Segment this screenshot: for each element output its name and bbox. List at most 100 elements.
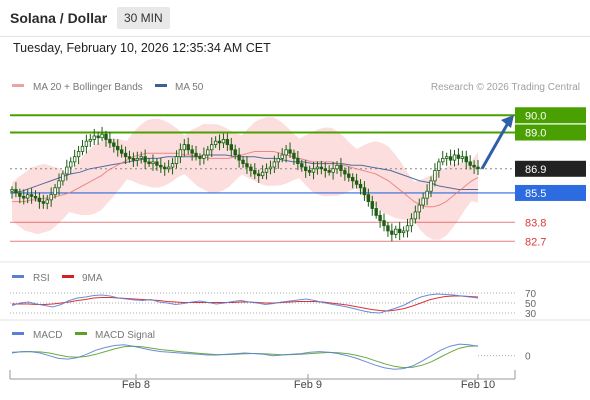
candle-body <box>339 164 343 171</box>
candle-body <box>315 166 320 170</box>
candle-body <box>123 152 128 158</box>
candle-body <box>135 158 140 161</box>
candle-body <box>311 168 316 173</box>
candle-body <box>456 154 461 159</box>
candle-body <box>264 168 269 173</box>
candle-body <box>143 156 147 163</box>
candle-body <box>272 161 277 168</box>
candle-body <box>131 158 136 161</box>
timestamp: Tuesday, February 10, 2026 12:35:34 AM C… <box>13 41 271 55</box>
candle-body <box>61 173 65 182</box>
candle-body <box>452 154 457 161</box>
candle-body <box>303 166 308 171</box>
candle-body <box>397 228 402 234</box>
candle-body <box>366 194 371 202</box>
candle-body <box>405 225 410 232</box>
candle-body <box>198 156 202 159</box>
candle-body <box>41 201 46 204</box>
candle-body <box>296 158 300 164</box>
candle-body <box>170 163 175 168</box>
candle-body <box>57 180 61 189</box>
candle-body <box>190 149 194 154</box>
candle-body <box>401 230 406 234</box>
chart-header: Solana / Dollar 30 MIN <box>0 0 590 36</box>
candle-body <box>25 194 30 199</box>
candle-body <box>163 166 167 170</box>
interval-selector[interactable]: 30 MIN <box>117 7 170 29</box>
candle-body <box>210 144 214 151</box>
candle-body <box>253 170 257 175</box>
instrument-title: Solana / Dollar <box>10 10 108 26</box>
candle-body <box>221 139 226 144</box>
candle-body <box>276 158 280 163</box>
rsi-level-label-70: 70 <box>525 289 537 300</box>
candle-body <box>127 156 132 159</box>
candle-body <box>10 189 14 192</box>
candle-body <box>159 164 163 168</box>
rsi-level-label-50: 50 <box>525 299 537 310</box>
bollinger-band <box>12 117 478 240</box>
candle-body <box>206 149 210 156</box>
candle-body <box>217 140 222 144</box>
candle-body <box>80 145 85 152</box>
candle-body <box>421 197 425 206</box>
level-label-bg <box>515 160 586 177</box>
candle-body <box>413 211 418 220</box>
candle-body <box>18 192 22 197</box>
target-arrow <box>480 122 510 170</box>
level-label-89.0: 89.0 <box>525 128 546 140</box>
candle-body <box>472 164 476 168</box>
candle-body <box>425 190 429 199</box>
candle-body <box>378 214 382 221</box>
candle-body <box>119 149 124 154</box>
candle-body <box>331 168 335 173</box>
candle-body <box>182 144 187 151</box>
candle-body <box>417 204 421 213</box>
candle-body <box>151 161 155 165</box>
candle-body <box>104 133 108 140</box>
candle-body <box>29 194 34 197</box>
candle-body <box>444 156 449 159</box>
candle-body <box>166 166 171 170</box>
rsi-ma-line <box>12 295 479 312</box>
candle-body <box>37 197 42 202</box>
candle-body <box>229 144 233 151</box>
candle-body <box>374 208 378 216</box>
candle-body <box>72 156 77 163</box>
candle-body <box>468 161 472 166</box>
candle-body <box>225 139 230 146</box>
candle-body <box>213 140 218 146</box>
candle-body <box>300 163 304 168</box>
candle-body <box>33 195 38 199</box>
candle-body <box>429 180 433 192</box>
candle-body <box>139 156 143 159</box>
candle-body <box>174 156 179 164</box>
legend-swatch-ma20 <box>12 84 24 87</box>
x-tick-label-feb-9: Feb 9 <box>294 379 322 391</box>
candle-body <box>464 156 468 163</box>
credit-text: Research © 2026 Trading Central <box>431 82 580 93</box>
legend-swatch-macd <box>12 332 24 335</box>
candle-body <box>257 173 261 177</box>
candle-body <box>100 133 104 139</box>
candle-body <box>476 166 480 170</box>
legend-swatch-rsi <box>12 275 24 278</box>
candle-body <box>358 183 363 189</box>
candle-body <box>354 180 359 185</box>
legend-label-macd-signal: MACD Signal <box>95 330 155 341</box>
candle-body <box>112 142 116 147</box>
candle-body <box>178 149 183 158</box>
level-label-85.5: 85.5 <box>525 188 546 200</box>
candle-body <box>147 161 151 165</box>
level-label-bg <box>515 184 586 201</box>
candle-body <box>194 152 198 158</box>
header-divider <box>0 36 590 37</box>
candle-body <box>260 171 265 177</box>
ma20-line <box>12 151 479 208</box>
candle-body <box>92 135 96 140</box>
candle-body <box>327 170 331 173</box>
candle-body <box>96 135 100 139</box>
level-label-bg <box>515 124 586 141</box>
